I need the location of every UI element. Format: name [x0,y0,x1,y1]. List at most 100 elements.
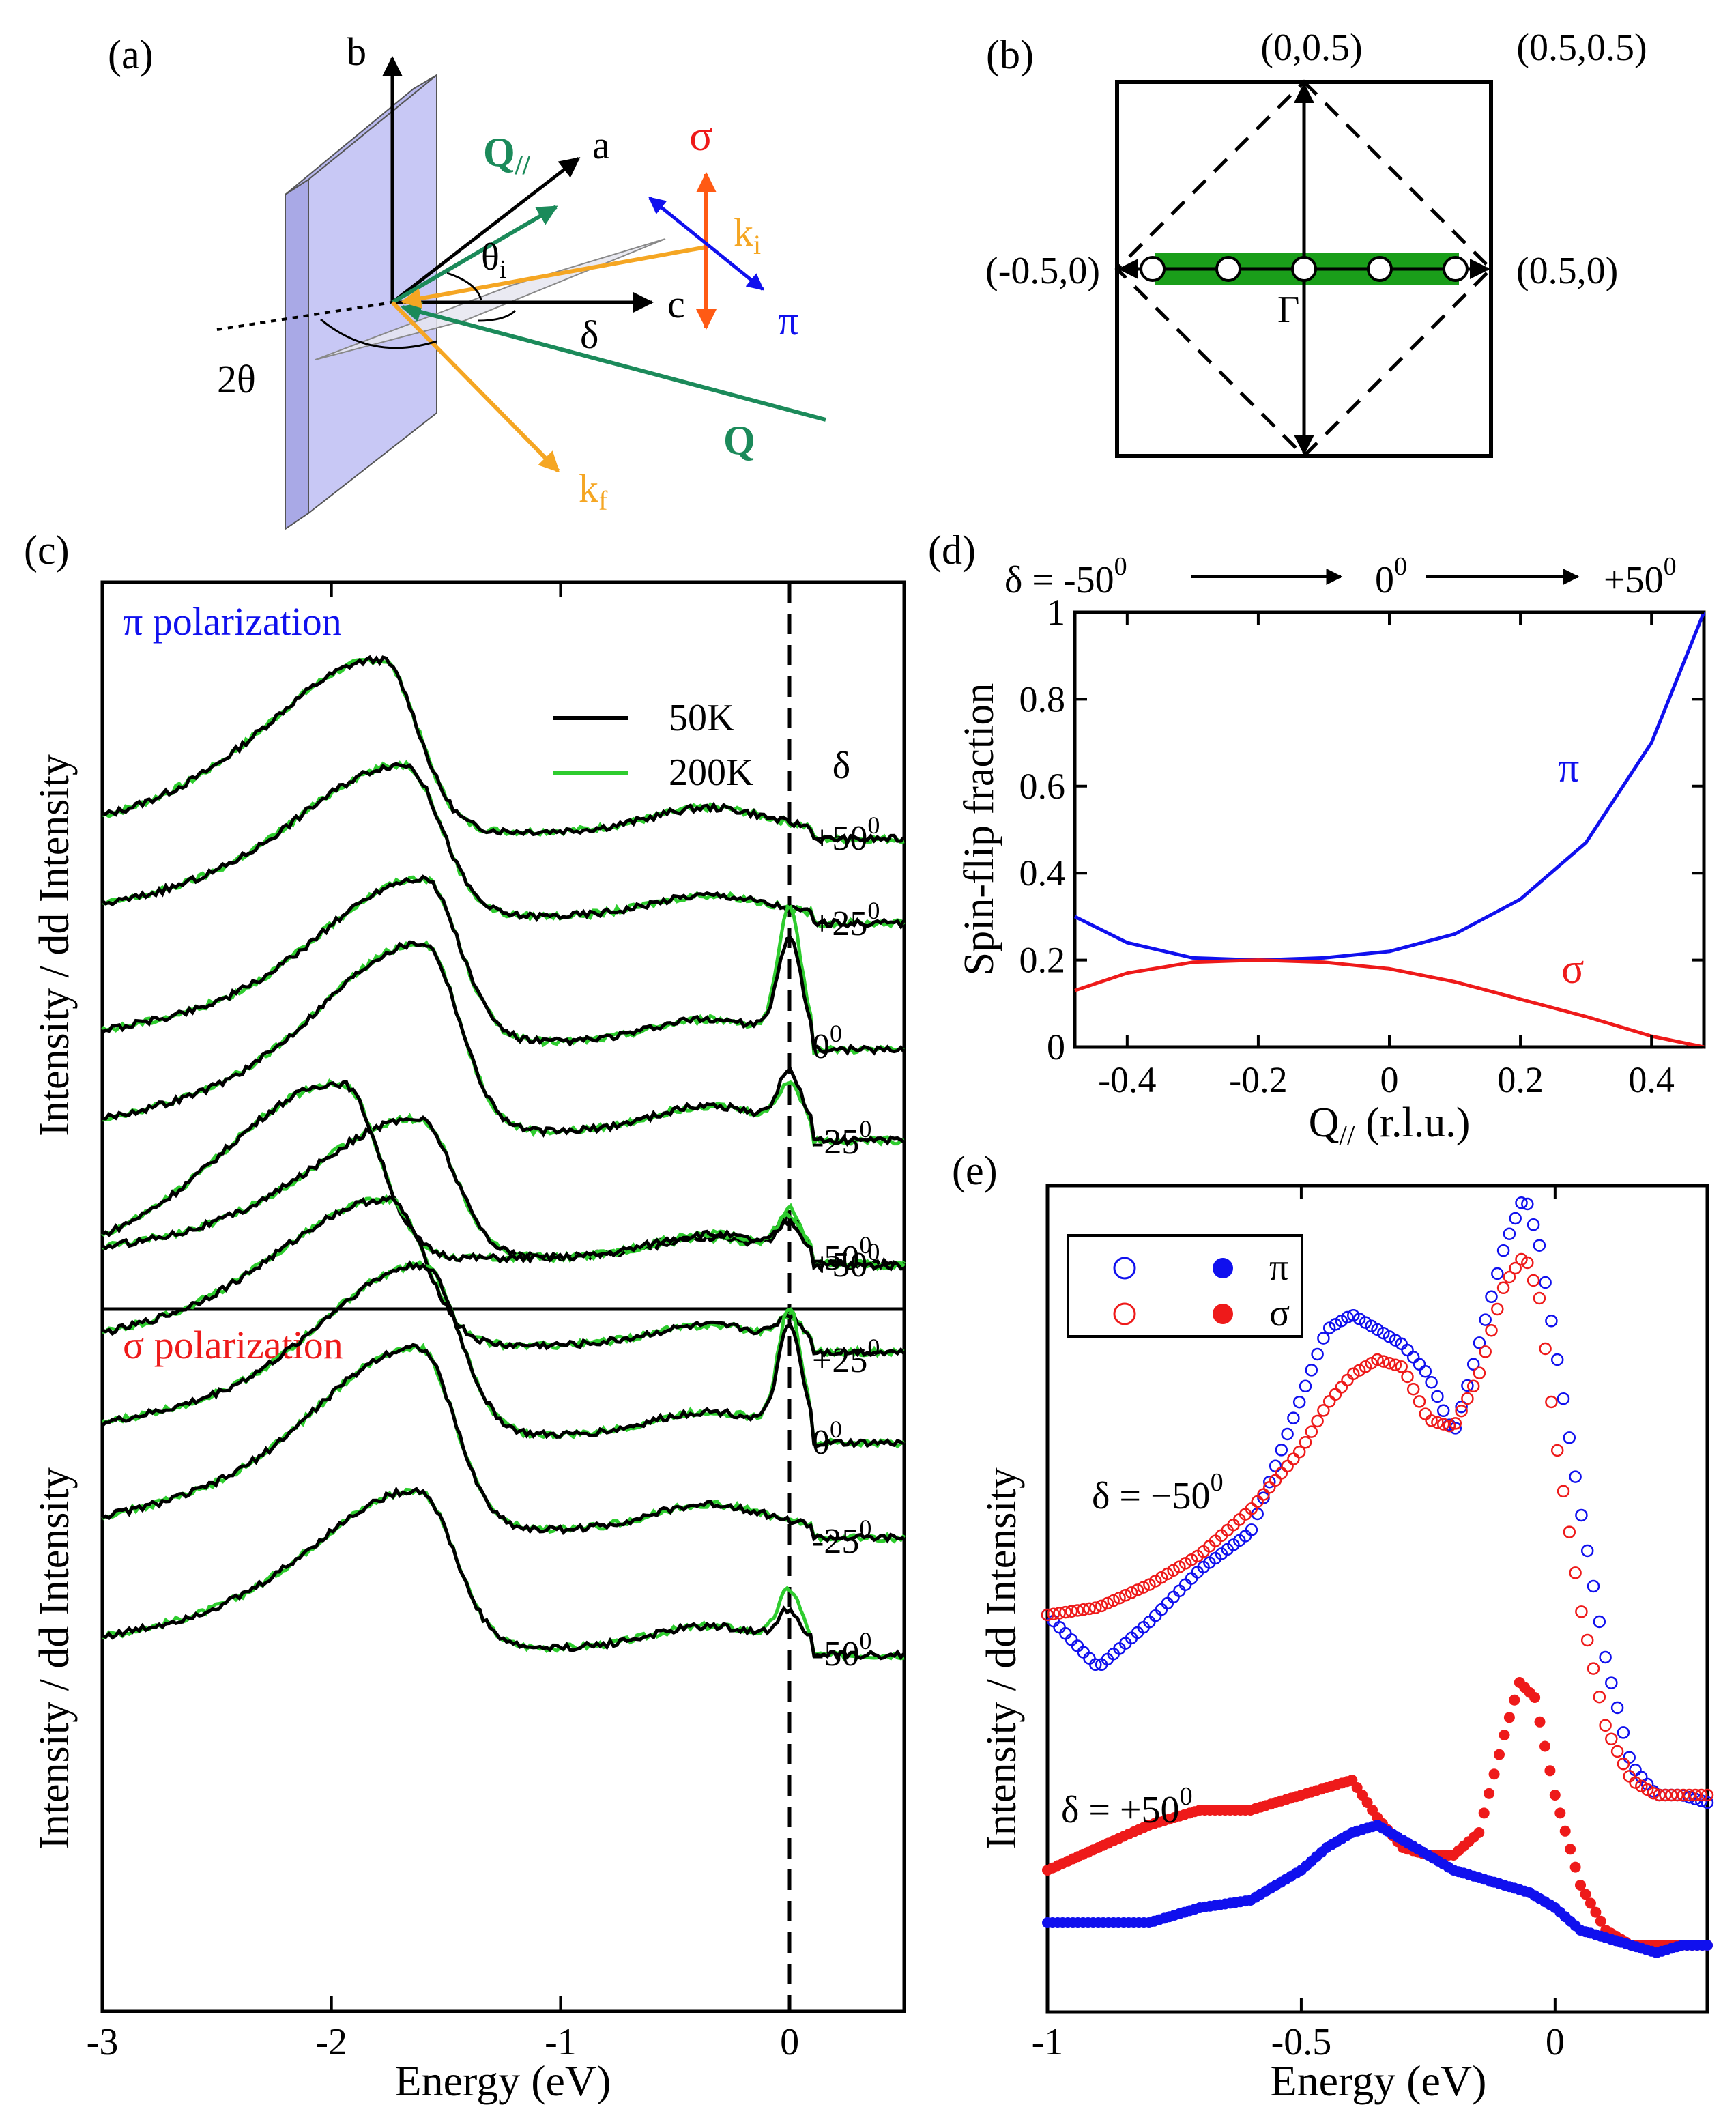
point-sigma-open-93 [1599,1719,1612,1732]
point-sigma-open-62 [1413,1395,1426,1408]
point-sigma-open-6 [1077,1603,1090,1616]
label-0-0.5: (0,0.5) [1260,27,1362,69]
axis-b-label: b [347,29,366,74]
point-pi-open-97 [1623,1751,1636,1764]
point-sigma-open-60 [1401,1370,1414,1384]
point-sigma-open-71 [1466,1379,1480,1393]
panel-a-label: (a) [108,32,154,77]
point-sigma-open-11 [1107,1594,1120,1607]
point-sigma-open-104 [1665,1788,1678,1802]
d-xtick-label-4: 0.4 [1628,1059,1675,1100]
point-pi-open-20 [1161,1596,1174,1610]
point-pi-open-3 [1059,1627,1072,1640]
point-sigma-filled-85 [1473,1827,1485,1838]
curve-pi-0-200K [101,875,905,1055]
point-pi-open-39 [1275,1444,1288,1457]
point-pi-open-77 [1503,1227,1516,1240]
point-sigma-open-45 [1311,1414,1324,1428]
d-ytick-label-2: 0.4 [1019,852,1066,893]
point-pi-open-4 [1065,1633,1078,1646]
point-sigma-filled-98 [1539,1740,1550,1752]
legend-sigma-filled-marker [1213,1304,1233,1324]
point-sigma-filled-87 [1484,1788,1495,1799]
annotation-delta-minus50: δ = −500 [1092,1468,1224,1517]
c-xtick-label-0: -3 [87,2021,119,2063]
point-pi-filled-130 [1702,1940,1713,1951]
label-0.5-0.5: (0.5,0.5) [1516,27,1647,69]
offset-label-pi-2: 00 [812,1020,842,1066]
delta-scale-start: δ = -500 [1004,552,1127,601]
point-pi-open-83 [1539,1276,1552,1289]
sigma-curve-label: σ [1561,946,1584,992]
point-pi-open-44 [1305,1364,1318,1377]
point-pi-open-22 [1173,1584,1186,1598]
two-theta-label: 2θ [217,357,256,401]
d-xtick-label-2: 0 [1380,1059,1399,1100]
c-xtick-label-2: -1 [545,2021,577,2063]
point-sigma-open-97 [1623,1770,1636,1783]
gamma-label: Γ [1277,289,1299,331]
point-pi-open-75 [1491,1267,1504,1280]
point-sigma-open-44 [1305,1425,1318,1438]
point-sigma-open-95 [1610,1745,1624,1758]
delta-header: δ [833,745,850,787]
pi-label: π [778,298,798,343]
d-ytick-label-0: 0 [1047,1027,1065,1067]
curve-pi-+50-200K [102,658,905,844]
point-sigma-filled-88 [1488,1768,1500,1780]
crystal-slab-side [285,178,309,530]
offset-label-sigma-1: +250 [812,1334,880,1380]
point-pi-open-62 [1413,1358,1426,1371]
q-point-1 [1215,256,1242,282]
point-pi-open-96 [1617,1726,1630,1739]
point-sigma-filled-92 [1509,1694,1520,1706]
point-pi-open-42 [1292,1395,1306,1409]
point-sigma-filled-108 [1590,1906,1602,1918]
delta-label: δ [580,313,598,357]
point-sigma-open-96 [1617,1757,1630,1771]
point-pi-open-61 [1406,1351,1420,1364]
curve-sigma--25-200K [101,1343,906,1544]
point-sigma-open-72 [1473,1366,1486,1379]
point-sigma-open-75 [1491,1302,1504,1316]
panel-e-legend-box [1067,1234,1303,1338]
point-sigma-filled-104 [1569,1861,1581,1873]
point-sigma-open-49 [1335,1381,1348,1394]
point-pi-open-21 [1167,1590,1180,1604]
point-sigma-open-86 [1557,1485,1570,1498]
point-sigma-filled-90 [1499,1730,1510,1740]
point-sigma-open-42 [1292,1445,1306,1459]
axis-c-label: c [667,282,685,326]
offset-label-pi-4: -500 [812,1231,871,1278]
point-sigma-open-14 [1125,1586,1138,1599]
curve-pi--25-200K [102,940,906,1149]
point-sigma-open-109 [1694,1788,1708,1802]
point-sigma-open-61 [1406,1382,1420,1396]
point-pi-open-91 [1587,1579,1600,1593]
q-points [1140,256,1469,282]
point-pi-open-68 [1449,1422,1462,1435]
point-pi-open-40 [1281,1427,1294,1441]
kf-vector [390,300,560,473]
point-sigma-filled-102 [1559,1825,1571,1837]
point-pi-open-70 [1461,1379,1474,1392]
panel-e-ylabel: Intensity / dd Intensity [979,1467,1025,1850]
d-ytick-label-5: 1 [1047,592,1065,633]
point-sigma-open-102 [1653,1788,1666,1802]
kf-label: kf [579,466,608,516]
sigma-label: σ [689,111,713,160]
panel-c-curves [101,655,906,1662]
point-sigma-filled-105 [1575,1880,1586,1891]
c-xtick-label-1: -2 [315,2021,347,2063]
curve-sigma-+50-50K [101,1079,905,1272]
panel-c-label: (c) [24,528,70,573]
legend-pi-label: π [1269,1246,1288,1289]
point-pi-open-93 [1599,1650,1612,1664]
point-pi-open-6 [1077,1646,1090,1659]
curve-pi-+50-50K [102,655,906,846]
curve-sigma--25-50K [102,1343,905,1544]
label-minus0.5-0: (-0.5,0) [985,250,1100,292]
curve-sigma--50-50K [102,1486,906,1662]
point-sigma-open-85 [1550,1444,1564,1457]
